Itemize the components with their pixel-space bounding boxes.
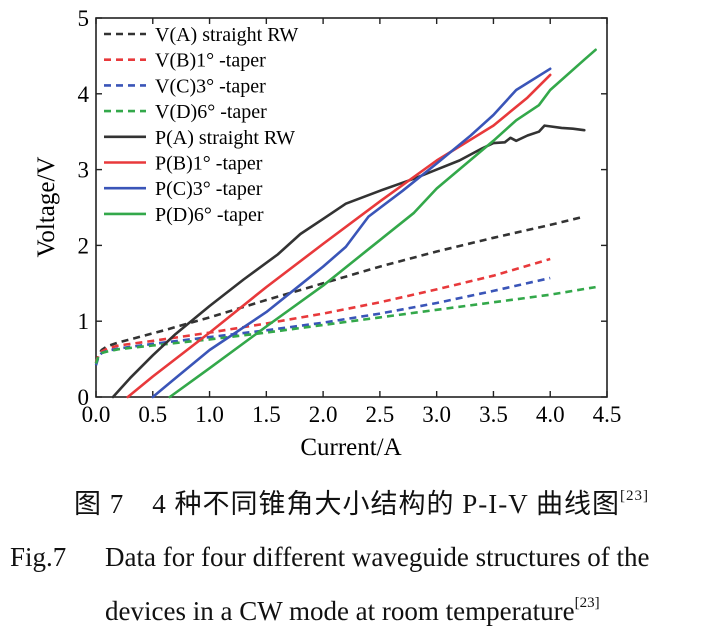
x-tick-label: 0.5	[138, 402, 167, 427]
series-line-7	[151, 67, 552, 399]
y-tick-label: 1	[78, 309, 90, 334]
caption-english-line2: devices in a CW mode at room temperature…	[105, 596, 600, 627]
x-tick-label: 0.0	[82, 402, 111, 427]
x-tick-label: 2.5	[366, 402, 395, 427]
series-line-5	[111, 124, 586, 399]
plot-frame	[95, 17, 608, 398]
x-tick-label: 4.0	[536, 402, 565, 427]
legend-label-1: V(A) straight RW	[155, 24, 298, 46]
x-tick-label: 1.0	[195, 402, 224, 427]
legend: V(A) straight RW V(B)1° -taper V(C)3° -tap…	[104, 24, 298, 226]
legend-label-4: V(D)6° -taper	[155, 101, 267, 123]
x-axis-label: Current/A	[300, 434, 401, 461]
series-line-4	[94, 285, 596, 365]
series-line-3	[94, 276, 551, 366]
legend-label-2: V(B)1° -taper	[155, 50, 266, 72]
x-tick-label: 3.5	[479, 402, 508, 427]
legend-label-8: P(D)6° -taper	[155, 204, 264, 226]
y-tick-label: 2	[78, 233, 90, 258]
caption-chinese: 图 7 4 种不同锥角大小结构的 P-I-V 曲线图[23]	[0, 482, 723, 521]
legend-label-7: P(C)3° -taper	[155, 178, 263, 200]
caption-english-line1: Fig.7 Data for four different waveguide s…	[10, 542, 650, 573]
x-tick-label: 1.5	[252, 402, 281, 427]
caption-cn-text: 图 7 4 种不同锥角大小结构的 P-I-V 曲线图	[74, 489, 620, 519]
axis-ticks: 0.0 0.5 1.0 1.5 2.0 2.5 3.0 3.5 4.0 4.5 0 1 2 3 4 5	[78, 6, 622, 427]
legend-label-3: V(C)3° -taper	[155, 75, 266, 97]
y-tick-label: 4	[78, 82, 90, 107]
y-tick-label: 0	[78, 385, 90, 410]
caption-en-line1-text: Data for four different waveguide struct…	[105, 542, 650, 572]
series-layer	[94, 48, 597, 399]
x-tick-label: 4.5	[593, 402, 622, 427]
series-line-8	[168, 48, 597, 399]
legend-label-6: P(B)1° -taper	[155, 153, 263, 175]
y-tick-label: 3	[78, 158, 90, 183]
series-line-1	[94, 215, 585, 364]
caption-en-line2-text: devices in a CW mode at room temperature	[105, 596, 575, 626]
y-axis-label: Voltage/V	[33, 157, 60, 258]
y-tick-label: 5	[78, 6, 90, 31]
legend-label-5: P(A) straight RW	[155, 127, 295, 149]
caption-cn-ref: [23]	[620, 488, 649, 504]
x-tick-label: 3.0	[422, 402, 451, 427]
x-tick-label: 2.0	[309, 402, 338, 427]
caption-fig-label: Fig.7	[10, 542, 67, 572]
series-line-2	[94, 257, 551, 364]
caption-en-ref: [23]	[574, 595, 600, 611]
pivi-chart: 0.0 0.5 1.0 1.5 2.0 2.5 3.0 3.5 4.0 4.5 0 1 2 3 4 5 V(A…	[33, 6, 622, 461]
series-line-6	[126, 73, 552, 399]
